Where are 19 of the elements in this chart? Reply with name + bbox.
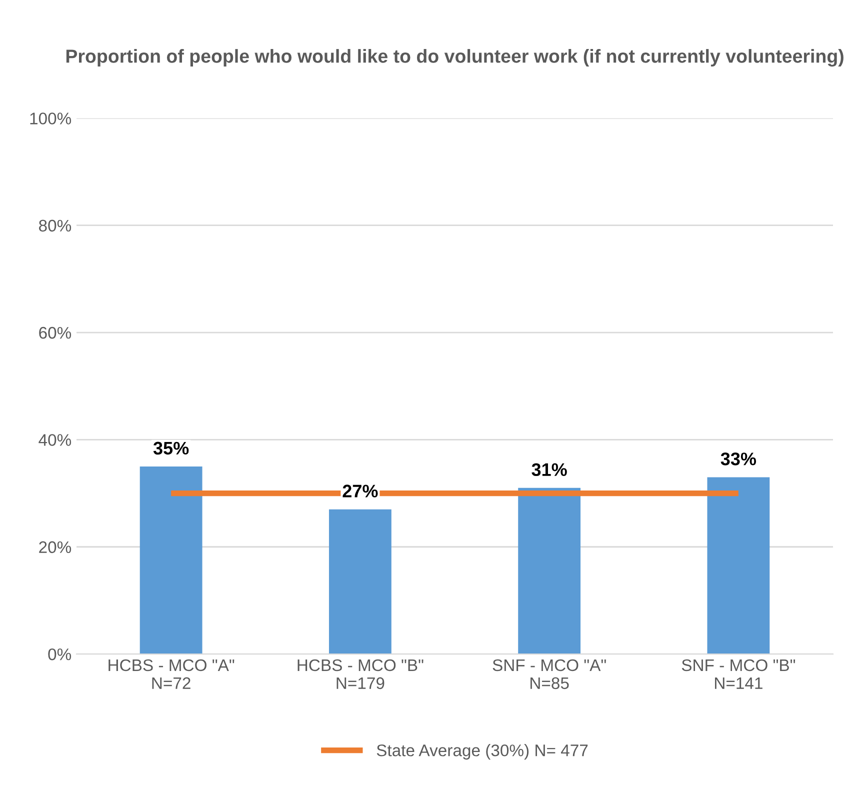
chart-title: Proportion of people who would like to do volunteer work (if not currently volunteering) [66,49,844,67]
y-tick-label: 100% [30,112,72,124]
x-tick-label: HCBS - MCO "B" N=179 [298,659,424,690]
legend-label: State Average (30%) N= 477 [376,744,588,760]
data-label: 33% [720,452,756,466]
y-tick-label: 80% [39,220,72,232]
bar [328,509,392,654]
x-tick-label: HCBS - MCO "A" N=72 [108,659,234,689]
y-tick-label: 60% [39,326,72,339]
data-label: 35% [153,442,189,455]
bar [518,488,581,654]
y-tick-label: 0% [48,648,72,660]
data-label: 31% [532,463,567,476]
bar [707,477,770,654]
y-tick-label: 40% [38,434,72,446]
y-tick-label: 20% [39,541,72,554]
x-tick-label: SNF - MCO "B" N=141 [682,659,796,689]
x-tick-label: SNF - MCO "A" N=85 [492,659,606,690]
bar [140,466,202,654]
